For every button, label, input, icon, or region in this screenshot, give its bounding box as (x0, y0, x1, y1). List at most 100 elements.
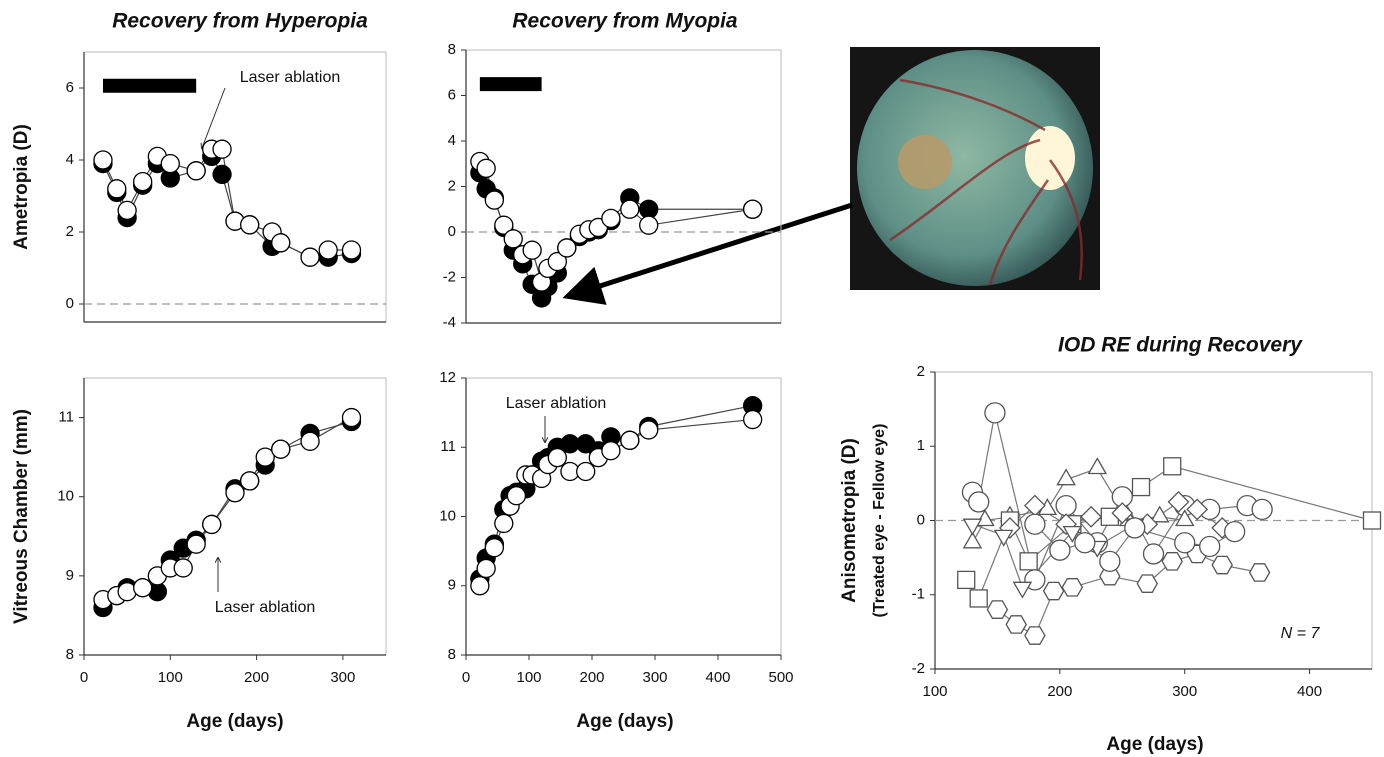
y-tick-label: -4 (443, 314, 456, 331)
data-point (93, 150, 113, 170)
data-point (160, 153, 180, 174)
data-point (620, 199, 640, 219)
data-point (318, 240, 338, 260)
data-point (601, 208, 621, 229)
x-tick-label: 300 (330, 669, 355, 686)
y-tick-label: 6 (66, 79, 74, 96)
data-point (117, 200, 137, 221)
data-point (1080, 505, 1103, 528)
x-axis-label: Age (days) (1106, 734, 1203, 755)
data-point (271, 439, 291, 459)
x-tick-label: 500 (768, 669, 793, 686)
data-point (341, 407, 362, 428)
series-line (102, 148, 352, 258)
data-point (1042, 581, 1065, 601)
chart-title: IOD RE during Recovery (1058, 334, 1303, 357)
data-point (639, 420, 659, 440)
x-tick-label: 0 (462, 669, 470, 686)
x-tick-label: 100 (922, 683, 947, 700)
chart-title: Recovery from Myopia (512, 10, 738, 33)
data-point (255, 447, 275, 467)
data-point (1142, 543, 1165, 565)
data-point (986, 600, 1009, 619)
data-point (186, 534, 206, 554)
data-point (1199, 535, 1221, 558)
data-point (1074, 532, 1096, 554)
data-point (968, 491, 990, 513)
y-tick-label: 11 (58, 409, 74, 426)
x-tick-label: 100 (158, 669, 183, 686)
annotation: N = 7 (1281, 625, 1321, 642)
x-tick-label: 400 (1297, 683, 1322, 700)
data-point (1056, 468, 1076, 486)
y-tick-label: 4 (66, 151, 74, 168)
data-point (1087, 457, 1108, 475)
data-point (494, 215, 514, 235)
pointer-arrow (562, 202, 853, 305)
data-point (133, 171, 153, 192)
y-tick-label: 11 (440, 438, 456, 455)
y-tick-label: 0 (66, 295, 74, 312)
data-point (1186, 498, 1209, 521)
y-tick-label: 9 (66, 567, 74, 584)
x-axis-label: Age (days) (186, 711, 283, 732)
y-tick-label: 8 (448, 41, 456, 58)
x-tick-label: 200 (244, 669, 269, 686)
y-tick-label: -1 (912, 586, 925, 603)
x-axis-label: Age (days) (576, 711, 673, 732)
data-point (1149, 505, 1170, 523)
data-point (639, 215, 659, 235)
data-point (522, 240, 542, 260)
chart-title: Recovery from Hyperopia (112, 10, 368, 33)
y-tick-label: -2 (912, 660, 925, 677)
data-point (1061, 578, 1084, 597)
y-tick-label: 4 (448, 132, 456, 149)
x-tick-label: 0 (80, 669, 88, 686)
data-point (993, 529, 1014, 547)
data-point (1131, 477, 1151, 497)
data-point (547, 251, 567, 272)
y-tick-label: 10 (439, 507, 456, 524)
y-tick-label: 8 (448, 646, 456, 663)
treatment-bar (479, 77, 542, 92)
y-tick-label: -2 (443, 268, 456, 285)
y-tick-label: 0 (448, 223, 456, 240)
data-point (1049, 539, 1071, 561)
y-axis-label: Vitreous Chamber (mm) (11, 409, 32, 624)
data-point (1161, 552, 1183, 571)
data-point (186, 161, 206, 181)
data-point (300, 247, 320, 267)
x-tick-label: 100 (516, 669, 541, 686)
y-axis-label: Ametropia (D) (11, 124, 32, 250)
data-point (1012, 581, 1033, 599)
data-point (975, 509, 995, 527)
data-point (1005, 615, 1027, 634)
data-point (1099, 550, 1121, 572)
x-tick-label: 300 (642, 669, 667, 686)
data-point (1055, 494, 1077, 517)
y-tick-label: 9 (448, 577, 456, 594)
data-point (1211, 555, 1233, 575)
data-point (212, 139, 232, 159)
data-point (240, 471, 260, 491)
y-tick-label: 12 (439, 369, 456, 386)
data-point (1163, 457, 1182, 476)
data-point (743, 199, 763, 219)
data-point (1224, 520, 1246, 543)
data-point (962, 531, 983, 549)
y-tick-label: 1 (917, 437, 925, 454)
y-axis-label: Anisometropia (D) (839, 438, 860, 603)
data-point (494, 513, 514, 534)
data-point (506, 486, 527, 506)
data-point (1248, 563, 1271, 582)
data-point (957, 570, 976, 590)
y-tick-label: 8 (66, 646, 74, 663)
data-point (1251, 498, 1273, 521)
data-point (476, 158, 496, 178)
annotation: Laser ablation (240, 69, 341, 86)
data-point (1167, 490, 1190, 513)
fundus-photo (850, 47, 1100, 290)
x-tick-label: 200 (1047, 683, 1072, 700)
data-point (969, 589, 988, 608)
